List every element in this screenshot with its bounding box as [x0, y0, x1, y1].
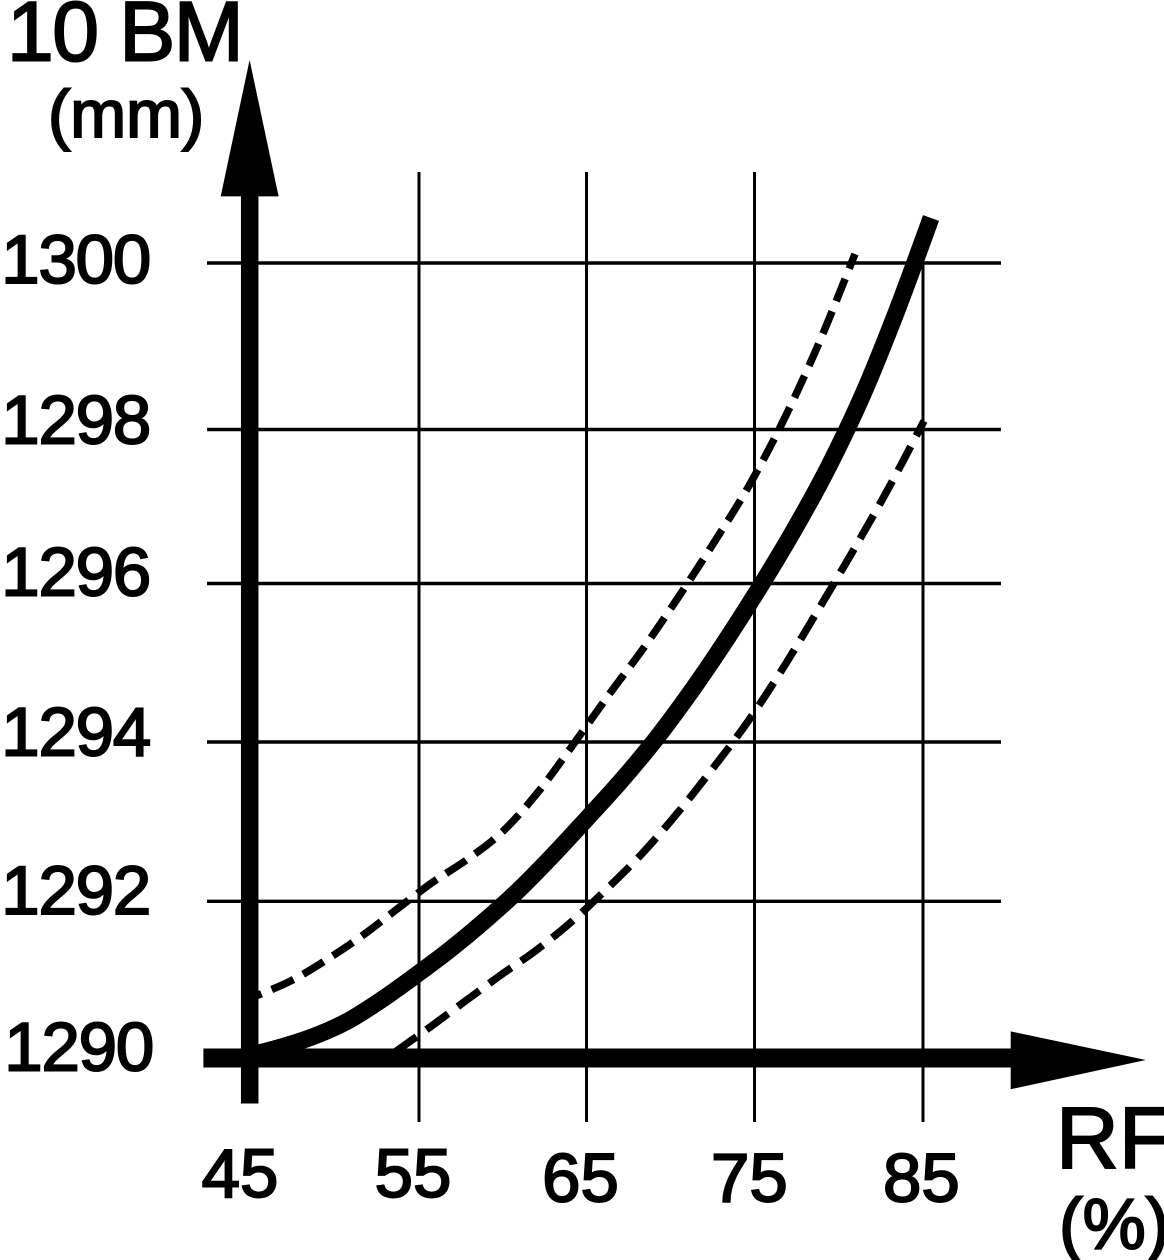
svg-text:1296: 1296	[1, 534, 150, 611]
svg-text:1290: 1290	[4, 1008, 153, 1085]
svg-text:85: 85	[883, 1140, 960, 1217]
svg-text:(mm): (mm)	[48, 77, 204, 152]
svg-text:1294: 1294	[1, 693, 150, 770]
svg-text:45: 45	[202, 1135, 279, 1212]
svg-text:75: 75	[711, 1140, 788, 1217]
svg-text:55: 55	[375, 1135, 452, 1212]
svg-text:1300: 1300	[1, 221, 150, 298]
svg-text:1298: 1298	[1, 382, 150, 459]
svg-text:(%): (%)	[1059, 1186, 1164, 1260]
svg-text:65: 65	[542, 1140, 619, 1217]
svg-text:RF: RF	[1056, 1090, 1164, 1187]
svg-text:10 BM: 10 BM	[7, 0, 242, 79]
svg-text:1292: 1292	[1, 852, 150, 929]
